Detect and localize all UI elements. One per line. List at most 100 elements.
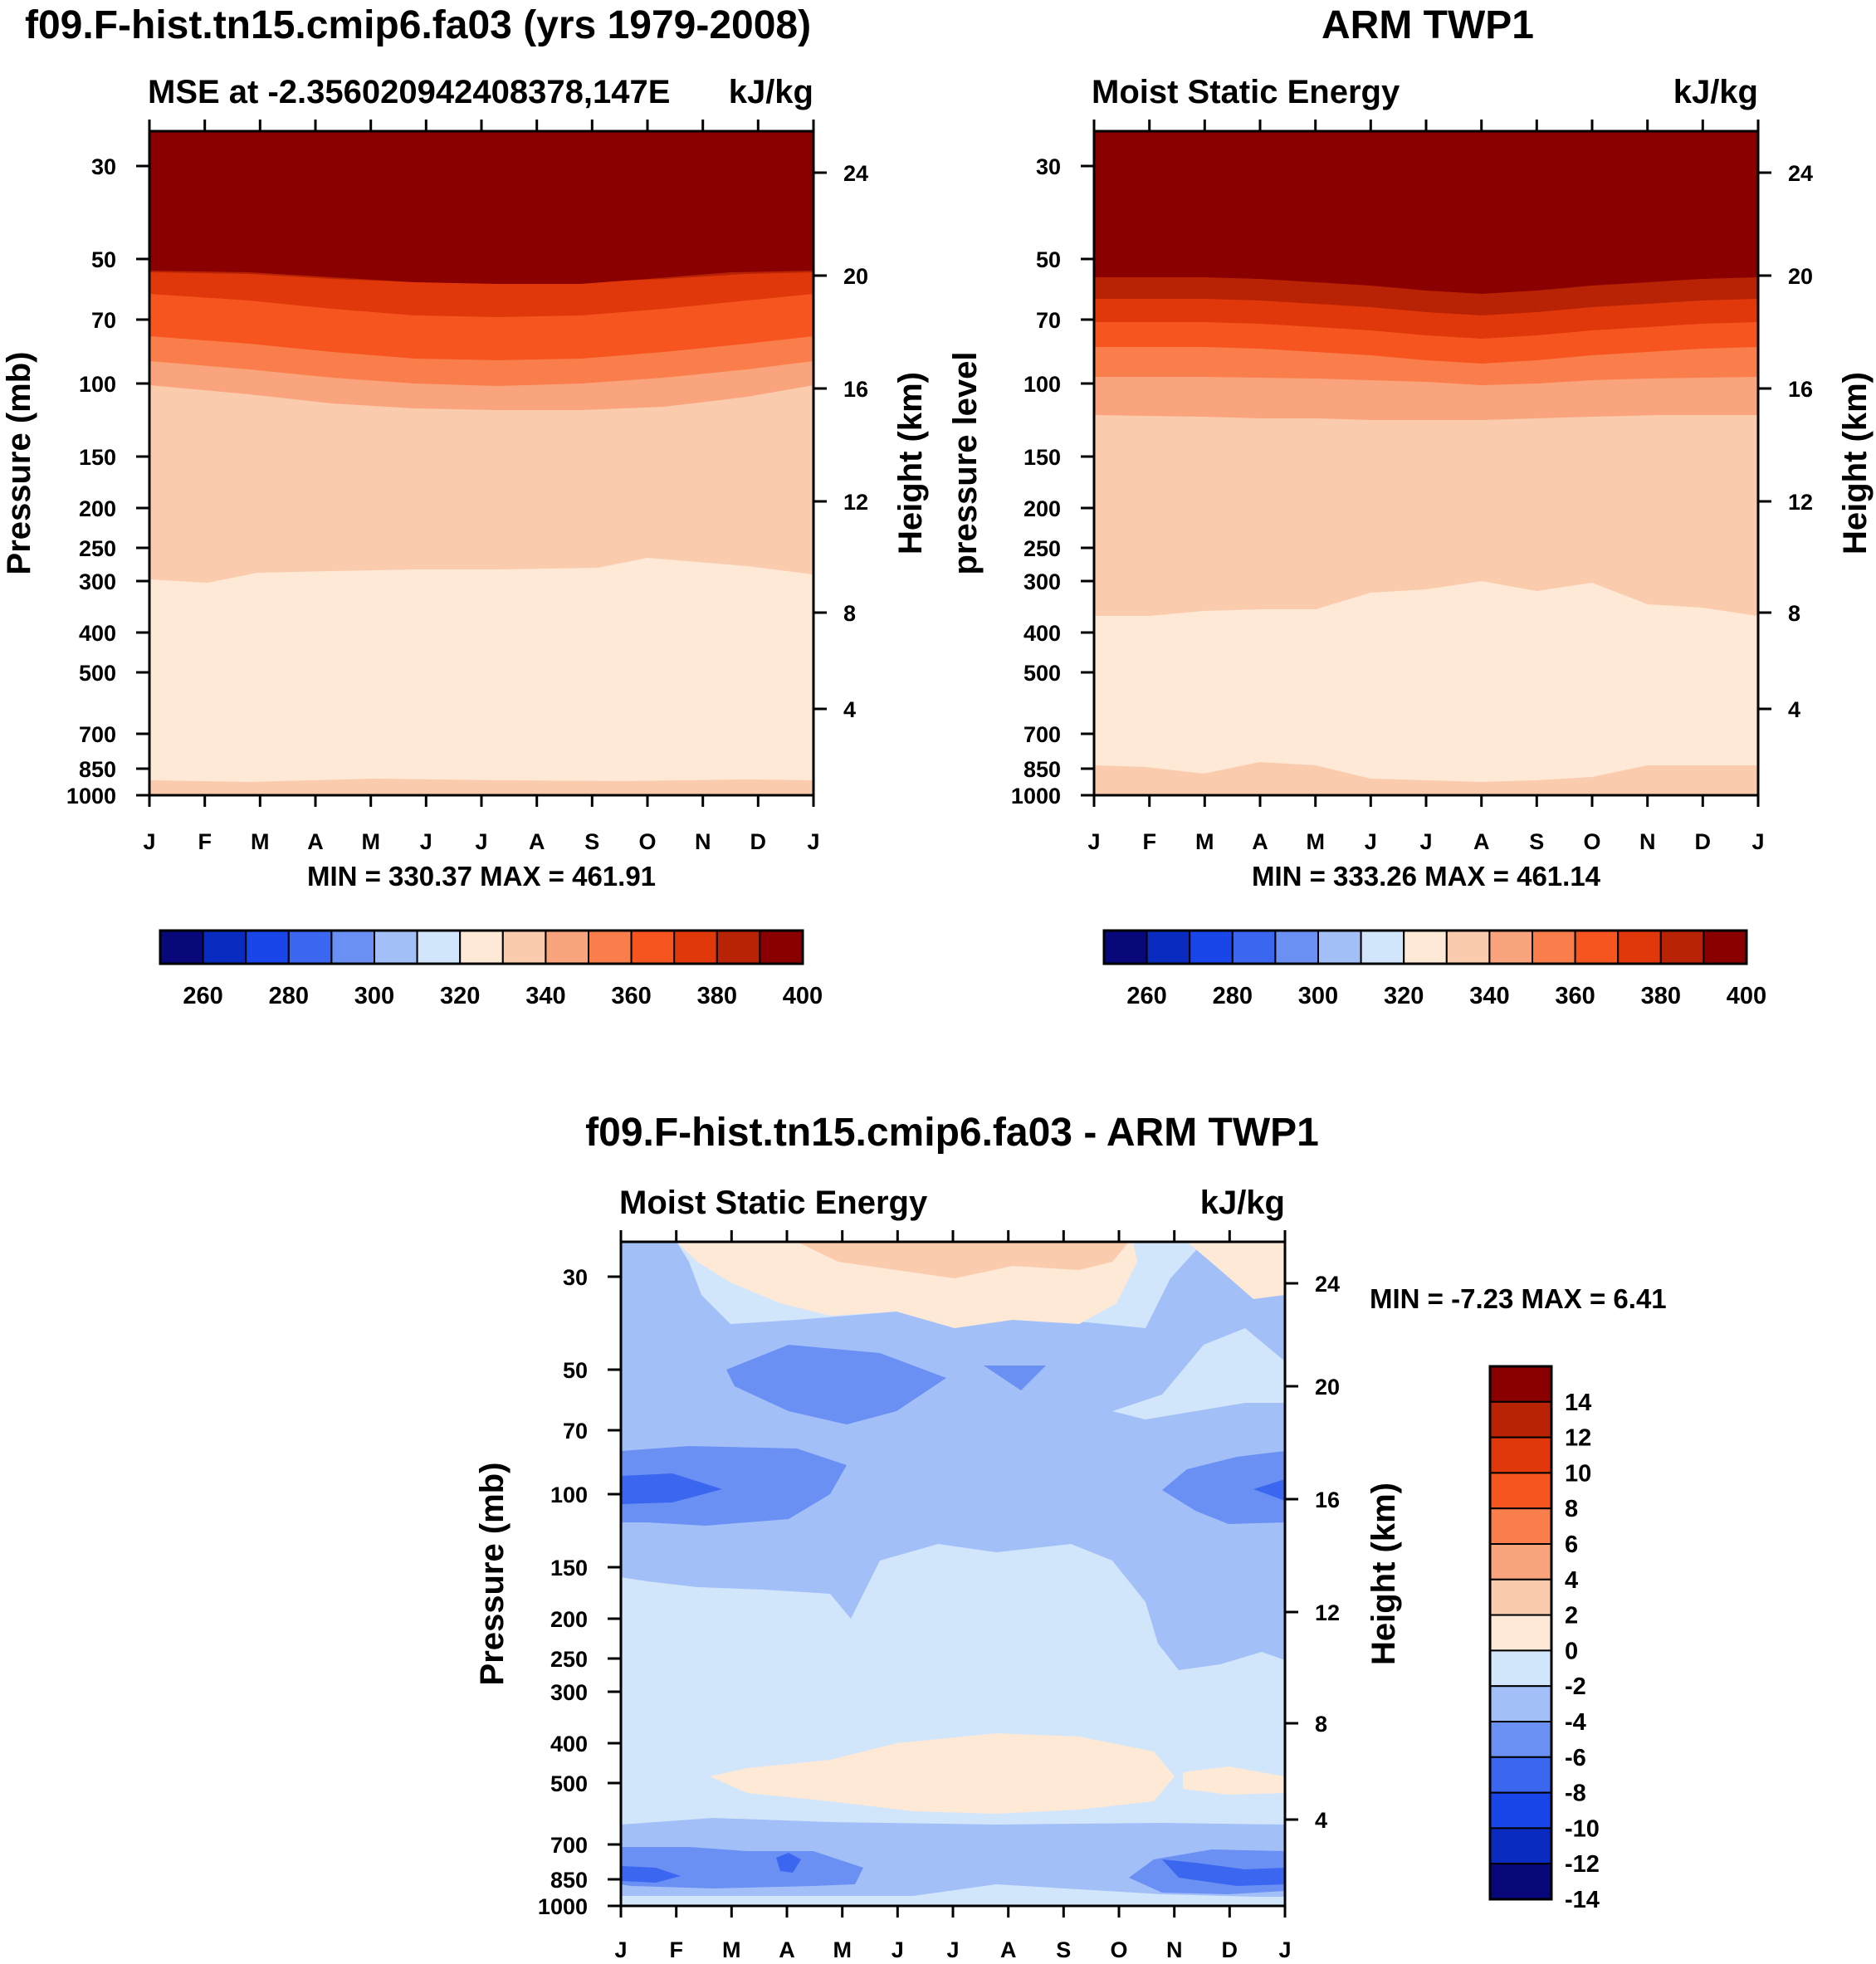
height-tick-label: 20 bbox=[1788, 264, 1813, 289]
colorbar-swatch bbox=[1403, 930, 1448, 965]
colorbar-swatch bbox=[1574, 930, 1620, 965]
colorbar-swatch bbox=[588, 930, 633, 965]
height-tick-label: 12 bbox=[843, 490, 868, 515]
panel-subtitle-left: Moist Static Energy bbox=[1092, 74, 1400, 110]
colorbar-label: 280 bbox=[269, 983, 309, 1009]
colorbar-swatch bbox=[1489, 1472, 1552, 1510]
x-tick-label: J bbox=[892, 1937, 904, 1962]
contour-band-neg2-0-surface bbox=[621, 1884, 1285, 1906]
colorbar-swatch bbox=[1445, 930, 1491, 965]
colorbar-swatch bbox=[501, 930, 547, 965]
y-axis-pressure: 30 50 70 100 150 200 250 300 400 500 700… bbox=[538, 1265, 621, 1919]
panel-subtitle-left: Moist Static Energy bbox=[619, 1185, 928, 1221]
x-tick-label: S bbox=[584, 829, 599, 854]
contour-band-above-410 bbox=[149, 131, 813, 284]
contour-band-neg6-neg4-b bbox=[984, 1366, 1046, 1390]
colorbar-label: 10 bbox=[1565, 1460, 1591, 1487]
colorbar-label: 8 bbox=[1565, 1496, 1578, 1522]
x-axis-months: J F M A M J J A S O N D J bbox=[143, 120, 820, 854]
colorbar-swatch bbox=[1659, 930, 1705, 965]
contour-band-neg6-neg4-low bbox=[621, 1847, 863, 1888]
x-ticks-bottom bbox=[1092, 795, 1760, 807]
contour-band-neg8-neg6-low bbox=[621, 1866, 681, 1883]
y-tick-label: 500 bbox=[79, 661, 116, 686]
height-tick-label: 8 bbox=[843, 601, 856, 626]
colorbar-swatch bbox=[1360, 930, 1405, 965]
colorbar-swatch bbox=[245, 930, 290, 965]
y-axis-label-right: Height (km) bbox=[1837, 372, 1874, 555]
x-ticks-bottom bbox=[148, 795, 815, 807]
x-tick-label: N bbox=[695, 829, 711, 854]
colorbar-swatch bbox=[374, 930, 418, 965]
y-tick-label: 500 bbox=[1023, 661, 1061, 686]
colorbar-swatch bbox=[673, 930, 718, 965]
panel-title: f09.F-hist.tn15.cmip6.fa03 (yrs 1979-200… bbox=[25, 3, 811, 47]
x-tick-label: M bbox=[1195, 829, 1214, 854]
plot-area bbox=[619, 1240, 1287, 1908]
y-tick-label: 850 bbox=[550, 1868, 588, 1893]
y-tick-label: 200 bbox=[79, 496, 116, 521]
contour-band-neg2-0-patch bbox=[1112, 1328, 1285, 1419]
x-tick-label: S bbox=[1056, 1937, 1071, 1962]
colorbar-swatch bbox=[716, 930, 761, 965]
y-tick-label: 70 bbox=[563, 1419, 588, 1444]
x-tick-label: J bbox=[143, 829, 155, 854]
y-tick-label: 50 bbox=[1036, 247, 1061, 272]
height-tick-label: 12 bbox=[1788, 490, 1813, 515]
colorbar-swatch bbox=[1488, 930, 1534, 965]
x-tick-label: J bbox=[420, 829, 432, 854]
colorbar-label: -12 bbox=[1565, 1851, 1600, 1878]
colorbar-label: -8 bbox=[1565, 1781, 1586, 1807]
y-tick-label: 250 bbox=[79, 536, 116, 561]
contour-band-neg8-neg6-100 bbox=[621, 1473, 722, 1504]
height-tick-label: 24 bbox=[843, 161, 868, 186]
plot-area bbox=[148, 129, 815, 797]
colorbar-label: -10 bbox=[1565, 1815, 1600, 1842]
colorbar-swatch bbox=[1489, 1827, 1552, 1865]
colorbar-label: 400 bbox=[783, 983, 823, 1009]
colorbar-swatch bbox=[1489, 1649, 1552, 1688]
min-max-label: MIN = 330.37 MAX = 461.91 bbox=[307, 861, 656, 892]
y-axis-height: 24 20 16 12 8 4 bbox=[813, 161, 868, 722]
height-tick-label: 16 bbox=[1315, 1488, 1340, 1512]
x-tick-label: J bbox=[475, 829, 487, 854]
x-tick-label: D bbox=[1695, 829, 1712, 854]
contour-band-neg6-neg4 bbox=[726, 1345, 946, 1424]
y-tick-label: 30 bbox=[563, 1265, 588, 1290]
x-tick-label: J bbox=[1087, 829, 1100, 854]
colorbar-label: 380 bbox=[1641, 983, 1681, 1009]
x-axis-months: J F M A M J J A S O N D J bbox=[614, 1230, 1292, 1962]
plot-area bbox=[1092, 129, 1760, 797]
height-tick-label: 16 bbox=[1788, 377, 1813, 402]
colorbar-swatch bbox=[459, 930, 504, 965]
colorbar-label: 260 bbox=[1126, 983, 1166, 1009]
colorbar-label: 360 bbox=[1555, 983, 1595, 1009]
y-tick-label: 850 bbox=[79, 757, 116, 782]
y-axis-label: Pressure (mb) bbox=[1, 352, 37, 575]
colorbar-swatch bbox=[545, 930, 590, 965]
colorbar-label: 300 bbox=[354, 983, 394, 1009]
y-tick-label: 1000 bbox=[66, 784, 116, 809]
contour-band-340-350 bbox=[1094, 581, 1758, 782]
x-tick-label: A bbox=[1252, 829, 1268, 854]
x-ticks-top bbox=[1092, 120, 1760, 131]
colorbar-label: 2 bbox=[1565, 1603, 1578, 1629]
colorbar-swatch bbox=[330, 930, 375, 965]
x-tick-label: F bbox=[198, 829, 212, 854]
x-tick-label: J bbox=[1365, 829, 1377, 854]
contour-band-340-350 bbox=[149, 779, 813, 795]
x-axis-months: J F M A M J J A S O N D J bbox=[1087, 120, 1765, 854]
y-axis-label: Pressure (mb) bbox=[474, 1463, 511, 1686]
panel-units: kJ/kg bbox=[729, 74, 813, 110]
y-axis-height: 24 20 16 12 8 4 bbox=[1758, 161, 1813, 722]
y-tick-label: 70 bbox=[91, 308, 116, 333]
panel-subtitle-left: MSE at -2.356020942408378,147E bbox=[148, 74, 670, 110]
colorbar-swatch bbox=[1317, 930, 1362, 965]
y-tick-label: 150 bbox=[550, 1556, 588, 1580]
y-tick-label: 150 bbox=[79, 445, 116, 470]
colorbar-swatch bbox=[1489, 1614, 1552, 1652]
y-tick-label: 400 bbox=[550, 1732, 588, 1756]
colorbar-swatch bbox=[202, 930, 247, 965]
colorbar-label: 260 bbox=[183, 983, 222, 1009]
colorbar-swatch bbox=[1189, 930, 1234, 965]
